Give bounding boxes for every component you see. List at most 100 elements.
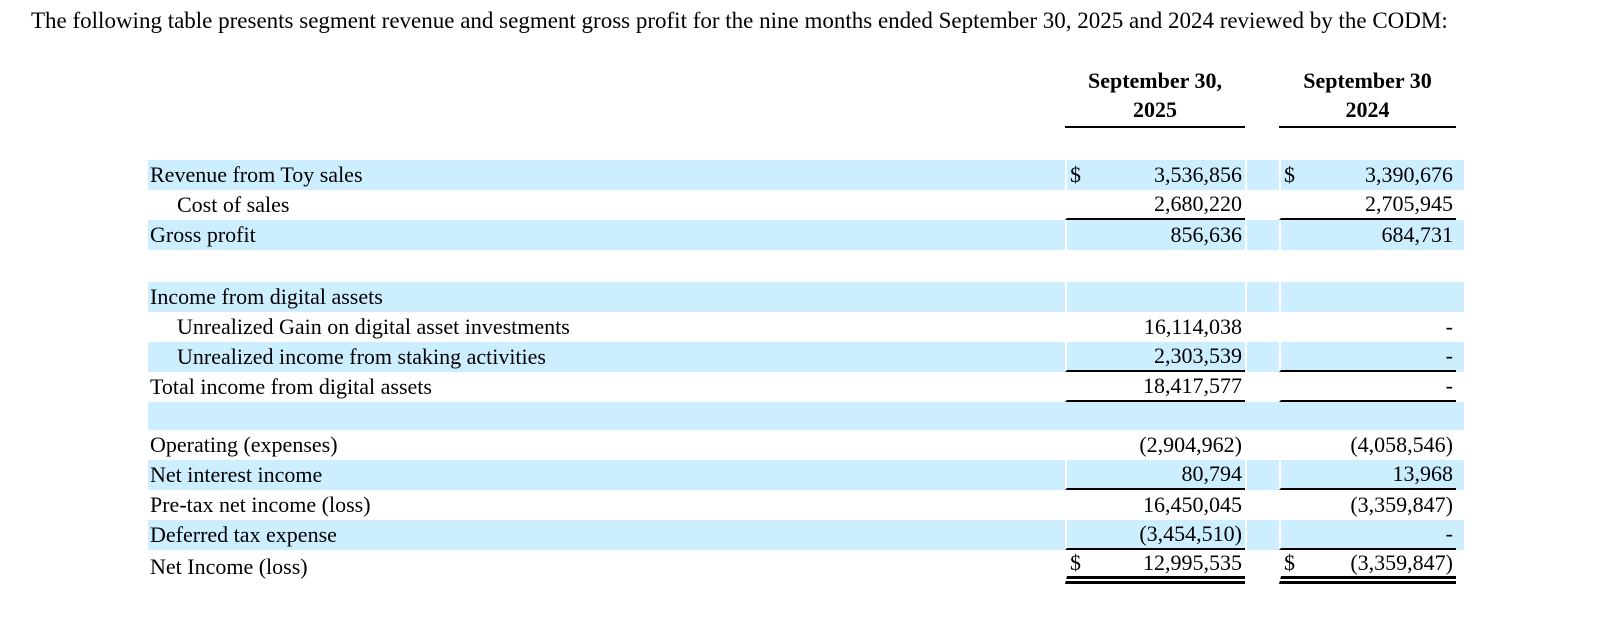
intro-text: The following table presents segment rev… (31, 8, 1448, 33)
value-2024: - (1309, 372, 1456, 402)
header-gap-row (148, 128, 1464, 160)
table-row: Gross profit 856,636 684,731 (148, 220, 1464, 250)
column-gap (1245, 312, 1279, 342)
column-header-2025-line1: September 30, (1087, 68, 1223, 93)
currency-symbol-2024 (1279, 312, 1309, 342)
value-2024 (1309, 282, 1456, 312)
table-row: Operating (expenses) (2,904,962) (4,058,54… (148, 430, 1464, 460)
column-gap (1245, 430, 1279, 460)
row-edge (1456, 430, 1464, 460)
table-row: Total income from digital assets 18,417,5… (148, 372, 1464, 402)
column-header-2025: September 30, 2025 (1065, 62, 1245, 128)
table-row: Net interest income 80,794 13,968 (148, 460, 1464, 490)
column-gap (1245, 372, 1279, 402)
table-row: Net Income (loss) $12,995,535 $ (3,359,847) (148, 550, 1464, 584)
header-edge (1456, 62, 1464, 128)
column-gap (1245, 460, 1279, 490)
column-gap (1245, 520, 1279, 550)
value-2025: 18,417,577 (1095, 372, 1245, 402)
row-label: Cost of sales (177, 192, 290, 217)
spacer-row (148, 250, 1464, 282)
currency-symbol-2024 (1279, 220, 1309, 250)
row-edge (1456, 520, 1464, 550)
column-gap (1245, 190, 1279, 220)
column-header-2024-line1: September 30 (1303, 68, 1432, 93)
column-header-2024-line2: 2024 (1345, 97, 1390, 122)
value-2024: - (1445, 314, 1453, 339)
segment-results-table: September 30, 2025 September 30 2024 Rev… (148, 62, 1464, 584)
value-2025: 16,114,038 (1143, 314, 1242, 339)
value-2024: 2,705,945 (1309, 190, 1456, 220)
row-label: Revenue from Toy sales (148, 160, 1065, 190)
currency-symbol-2024 (1279, 372, 1309, 402)
row-label: Net interest income (148, 460, 1065, 490)
row-label: Operating (expenses) (150, 432, 338, 457)
value-2025: (3,454,510) (1095, 520, 1245, 550)
row-edge (1456, 460, 1464, 490)
value-2025: (2,904,962) (1139, 432, 1242, 457)
header-gap-cell (148, 128, 1464, 160)
value-2024: (3,359,847) (1350, 492, 1453, 517)
row-edge (1456, 190, 1464, 220)
spacer-cell (148, 402, 1464, 430)
value-2024: - (1309, 520, 1456, 550)
table-row: Unrealized income from staking activitie… (148, 342, 1464, 372)
value-2024: 684,731 (1309, 220, 1456, 250)
currency-symbol-2025 (1065, 490, 1095, 520)
value-2025: 2,303,539 (1095, 342, 1245, 372)
row-label: Total income from digital assets (150, 374, 432, 399)
header-row: September 30, 2025 September 30 2024 (148, 62, 1464, 128)
currency-symbol-2024 (1279, 282, 1309, 312)
row-edge (1456, 160, 1464, 190)
row-edge (1456, 490, 1464, 520)
column-gap (1245, 160, 1279, 190)
value-2025: 80,794 (1095, 460, 1245, 490)
currency-symbol-2025 (1065, 460, 1095, 490)
currency-symbol-2025: $ (1065, 160, 1095, 190)
column-gap (1245, 220, 1279, 250)
currency-symbol-2024 (1279, 460, 1309, 490)
row-label: Income from digital assets (148, 282, 1065, 312)
currency-symbol-2024 (1279, 342, 1309, 372)
value-2024: 13,968 (1309, 460, 1456, 490)
table-row: Deferred tax expense (3,454,510) - (148, 520, 1464, 550)
row-label: Deferred tax expense (148, 520, 1065, 550)
currency-symbol-2025 (1065, 312, 1095, 342)
row-label: Gross profit (148, 220, 1065, 250)
value-2025: 856,636 (1095, 220, 1245, 250)
value-2024: (3,359,847) (1309, 550, 1456, 584)
column-header-2025-line2: 2025 (1133, 97, 1177, 122)
currency-symbol-2024: $ (1279, 550, 1309, 584)
column-gap (1245, 550, 1279, 584)
table-row: Income from digital assets (148, 282, 1464, 312)
row-label: Net Income (loss) (150, 554, 308, 579)
value-2024: (4,058,546) (1350, 432, 1453, 457)
table-body: Revenue from Toy sales $3,536,856 $3,390,6… (148, 160, 1464, 584)
header-label-spacer (148, 62, 1065, 128)
currency-symbol-2024 (1279, 520, 1309, 550)
row-edge (1456, 342, 1464, 372)
value-2024: - (1309, 342, 1456, 372)
value-2025: 2,680,220 (1095, 190, 1245, 220)
currency-symbol-2024 (1279, 490, 1309, 520)
currency-symbol-2025 (1065, 430, 1095, 460)
column-gap (1245, 342, 1279, 372)
table-row: Unrealized Gain on digital asset investm… (148, 312, 1464, 342)
value-2025: 12,995,535 (1095, 550, 1245, 584)
value-2025: 16,450,045 (1143, 492, 1242, 517)
row-label: Unrealized Gain on digital asset investm… (177, 314, 570, 339)
row-label: Unrealized income from staking activitie… (148, 342, 1065, 372)
spacer-row (148, 402, 1464, 430)
currency-symbol-2024 (1279, 430, 1309, 460)
row-label: Pre-tax net income (loss) (150, 492, 371, 517)
currency-symbol-2025 (1065, 282, 1095, 312)
value-2025: 3,536,856 (1095, 160, 1245, 190)
column-gap (1245, 490, 1279, 520)
spacer-cell (148, 250, 1464, 282)
row-edge (1456, 312, 1464, 342)
currency-symbol-2025 (1065, 342, 1095, 372)
value-2024: 3,390,676 (1309, 160, 1456, 190)
row-edge (1456, 282, 1464, 312)
column-header-2024: September 30 2024 (1279, 62, 1456, 128)
